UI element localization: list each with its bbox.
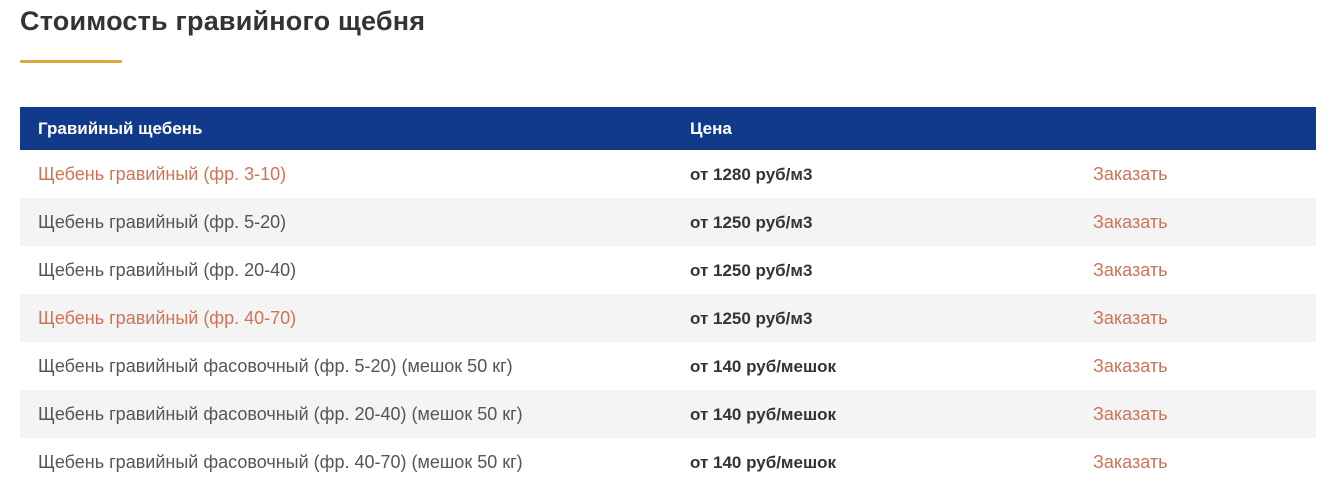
- order-link[interactable]: Заказать: [1093, 211, 1168, 232]
- table-header-row: Гравийный щебень Цена: [20, 107, 1316, 150]
- table-row: Щебень гравийный фасовочный (фр. 5-20) (…: [20, 342, 1316, 390]
- table-row: Щебень гравийный (фр. 3-10) от 1280 руб/…: [20, 150, 1316, 198]
- table-row: Щебень гравийный фасовочный (фр. 20-40) …: [20, 390, 1316, 438]
- product-price: от 1250 руб/м3: [690, 260, 813, 280]
- product-name[interactable]: Щебень гравийный (фр. 3-10): [38, 163, 287, 184]
- order-link[interactable]: Заказать: [1093, 163, 1168, 184]
- product-name: Щебень гравийный фасовочный (фр. 40-70) …: [38, 451, 523, 472]
- product-price: от 1250 руб/м3: [690, 212, 813, 232]
- table-row: Щебень гравийный (фр. 40-70) от 1250 руб…: [20, 294, 1316, 342]
- product-price: от 140 руб/мешок: [690, 404, 837, 424]
- table-row: Щебень гравийный (фр. 5-20) от 1250 руб/…: [20, 198, 1316, 246]
- order-link[interactable]: Заказать: [1093, 307, 1168, 328]
- order-link[interactable]: Заказать: [1093, 355, 1168, 376]
- product-name: Щебень гравийный фасовочный (фр. 5-20) (…: [38, 355, 513, 376]
- table-body: Щебень гравийный (фр. 3-10) от 1280 руб/…: [20, 150, 1316, 486]
- price-table: Гравийный щебень Цена Щебень гравийный (…: [20, 107, 1316, 486]
- table-header-product: Гравийный щебень: [38, 118, 203, 138]
- table-header-price: Цена: [690, 118, 732, 138]
- order-link[interactable]: Заказать: [1093, 403, 1168, 424]
- product-name: Щебень гравийный фасовочный (фр. 20-40) …: [38, 403, 523, 424]
- product-name: Щебень гравийный (фр. 5-20): [38, 211, 287, 232]
- table-row: Щебень гравийный (фр. 20-40) от 1250 руб…: [20, 246, 1316, 294]
- product-name: Щебень гравийный (фр. 20-40): [38, 259, 297, 280]
- table-row: Щебень гравийный фасовочный (фр. 40-70) …: [20, 438, 1316, 486]
- product-price: от 1280 руб/м3: [690, 164, 813, 184]
- product-price: от 140 руб/мешок: [690, 356, 837, 376]
- product-price: от 140 руб/мешок: [690, 452, 837, 472]
- page-title: Стоимость гравийного щебня: [20, 6, 426, 36]
- order-link[interactable]: Заказать: [1093, 259, 1168, 280]
- product-price: от 1250 руб/м3: [690, 308, 813, 328]
- product-name[interactable]: Щебень гравийный (фр. 40-70): [38, 307, 297, 328]
- title-underline: [20, 60, 122, 63]
- order-link[interactable]: Заказать: [1093, 451, 1168, 472]
